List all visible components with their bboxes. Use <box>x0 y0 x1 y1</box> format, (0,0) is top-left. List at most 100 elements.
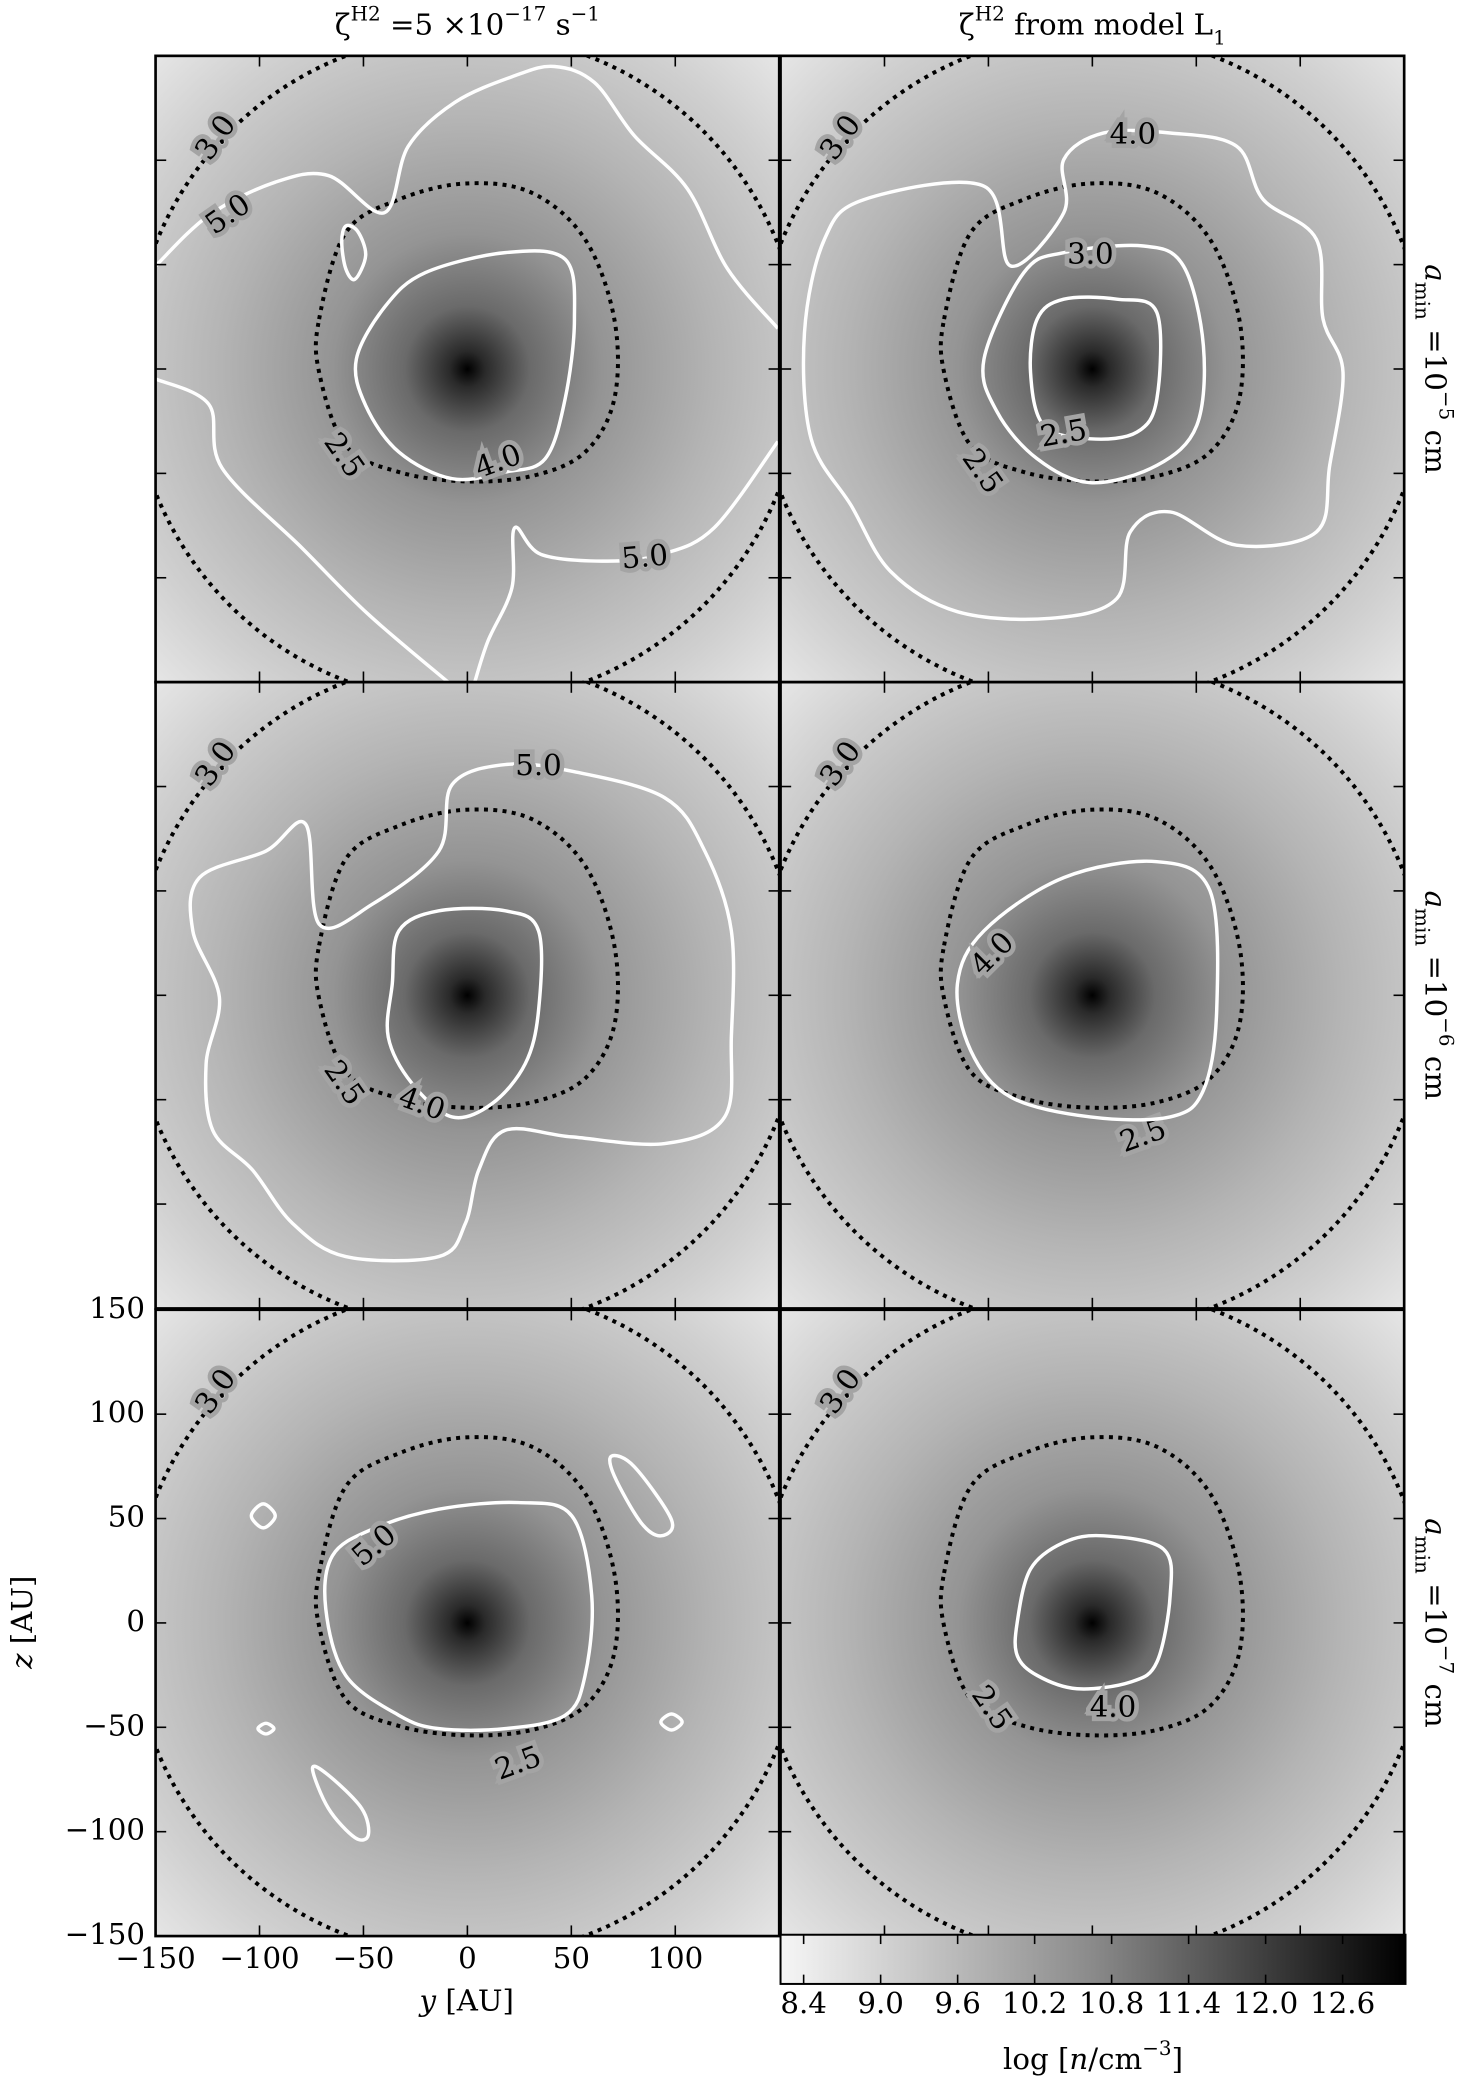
row-label-part: cm <box>1418 1674 1452 1727</box>
contour-line <box>1013 1533 1174 1691</box>
colorbar-tick-label: 10.8 <box>1079 1986 1144 2020</box>
contour-line <box>313 1435 620 1738</box>
contour-line <box>385 906 544 1120</box>
colorbar-tick-label: 10.2 <box>1002 1986 1067 2020</box>
colorbar-label-part: −3 <box>1142 2036 1171 2060</box>
contour-line <box>801 128 1345 622</box>
colorbar <box>779 1933 1407 1985</box>
contour-line <box>955 859 1220 1122</box>
y-tick-label: −50 <box>83 1708 145 1742</box>
contour-line <box>1028 295 1163 441</box>
contour-line <box>313 807 620 1110</box>
contour-line <box>323 1500 595 1733</box>
contour-line <box>155 377 450 683</box>
colorbar-tick-label: 11.4 <box>1156 1986 1221 2020</box>
contour-line <box>608 1453 675 1538</box>
column-title-part: ζ <box>335 8 351 42</box>
contour-line <box>340 223 368 282</box>
column-title-part: H2 <box>351 1 381 25</box>
column-title-part: −1 <box>571 1 600 25</box>
x-tick-label: 100 <box>647 1941 703 1975</box>
row-label: amin =10−7 cm <box>1411 1518 1459 1727</box>
contour-line <box>938 181 1245 484</box>
colorbar-tick-label: 9.6 <box>934 1986 981 2020</box>
row-label-part: a <box>1418 264 1452 281</box>
row-label: amin =10−5 cm <box>1411 264 1459 473</box>
density-map <box>780 1309 1405 1937</box>
colorbar-label-part: log [ <box>1003 2042 1069 2076</box>
row-label-part: −7 <box>1435 1645 1459 1674</box>
x-tick-label: 0 <box>458 1941 477 1975</box>
colorbar-tick-label: 12.6 <box>1310 1986 1375 2020</box>
row-label-part: min <box>1411 282 1435 320</box>
colorbar-tick-label: 9.0 <box>857 1986 904 2020</box>
row-label: amin =10−6 cm <box>1411 891 1459 1100</box>
contour-line <box>155 55 780 683</box>
x-axis-label-part: y <box>418 1984 437 2018</box>
density-map <box>155 1309 780 1937</box>
panel: 3.02.5 4.05.05.0 <box>154 54 781 684</box>
panel: 3.02.55.0 <box>154 1308 781 1938</box>
contour-line <box>353 249 577 482</box>
x-tick-label: 50 <box>553 1941 590 1975</box>
y-tick-label: 100 <box>89 1395 145 1429</box>
contour-label: 4.0 <box>1110 117 1157 151</box>
panel-plot: 3.02.55.0 <box>155 1309 780 1937</box>
contour-label: 3.0 <box>1067 236 1114 270</box>
row-label-part: cm <box>1418 1047 1452 1100</box>
row-label-part: a <box>1418 1518 1452 1535</box>
contour-line <box>155 64 780 330</box>
contour-line <box>155 1309 780 1937</box>
y-tick-label: 0 <box>126 1604 145 1638</box>
row-label-part: −5 <box>1435 391 1459 420</box>
y-tick-label: −150 <box>65 1917 145 1951</box>
contour-line <box>188 762 736 1263</box>
colorbar-tick-label: 12.0 <box>1233 1986 1298 2020</box>
contour-line <box>981 243 1207 485</box>
column-title-part: 1 <box>1213 25 1226 49</box>
panel-plot: 3.02.52.53.04.0 <box>780 55 1405 683</box>
colorbar-label: log [n/cm−3] <box>1003 2036 1183 2076</box>
contour-line <box>780 55 1405 683</box>
contour-label: 5.0 <box>620 538 669 576</box>
contour-line <box>659 1712 684 1732</box>
row-label-part: =10 <box>1418 946 1452 1017</box>
column-title-part: H2 <box>975 1 1005 25</box>
contour-line <box>249 1502 277 1530</box>
x-tick-label: −150 <box>115 1941 195 1975</box>
x-tick-label: −100 <box>219 1941 299 1975</box>
panel: 3.02.54.0 <box>779 680 1406 1310</box>
column-title-part: −17 <box>504 1 546 25</box>
contour-line <box>780 682 1405 1309</box>
contour-label: 4.0 <box>1090 1690 1137 1724</box>
column-title-part: ζ <box>959 8 975 42</box>
density-map <box>780 682 1405 1309</box>
column-title: ζH2 =5 ×10−17 s−1 <box>335 1 600 42</box>
column-title-part: s <box>546 8 570 42</box>
density-map <box>780 55 1405 683</box>
x-axis-label: y [AU] <box>418 1984 514 2018</box>
contour-line <box>310 1764 371 1842</box>
contour-line <box>938 1435 1245 1738</box>
x-axis-label-part: [AU] <box>436 1984 514 2018</box>
contour-label: 5.0 <box>515 748 562 782</box>
contour-line <box>473 440 780 683</box>
contour-line <box>780 1309 1405 1937</box>
row-label-part: −6 <box>1435 1017 1459 1046</box>
column-title-part: =5 ×10 <box>381 8 504 42</box>
density-map <box>155 55 780 683</box>
panel: 3.02.5 4.05.0 <box>154 680 781 1310</box>
y-tick-label: 150 <box>89 1291 145 1325</box>
panel-plot: 3.02.5 4.05.05.0 <box>155 55 780 683</box>
column-title: ζH2 from model L1 <box>959 1 1226 49</box>
density-map <box>155 682 780 1309</box>
contour-line <box>313 181 620 484</box>
panel: 3.02.52.53.04.0 <box>779 54 1406 684</box>
y-axis-label-part: [AU] <box>5 1576 39 1654</box>
panel-plot: 3.02.5 4.05.0 <box>155 682 780 1309</box>
colorbar-tick-label: 8.4 <box>780 1986 827 2020</box>
y-tick-label: −100 <box>65 1813 145 1847</box>
row-label-part: =10 <box>1418 1574 1452 1645</box>
